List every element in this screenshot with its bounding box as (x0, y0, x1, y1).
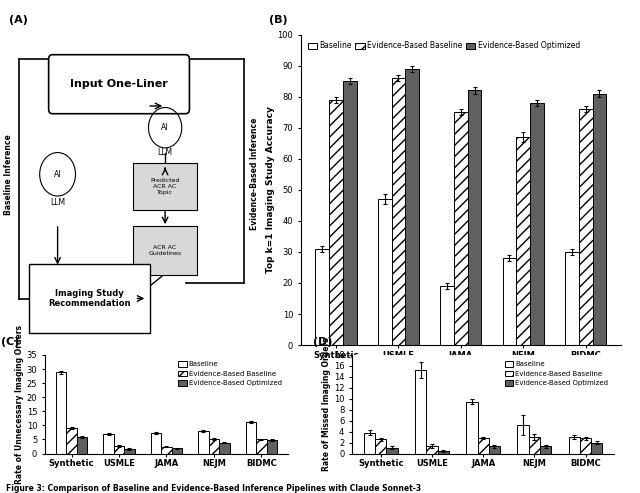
Bar (256, 439, 266, 454)
Text: Imaging Study
Recommendation: Imaging Study Recommendation (49, 289, 131, 308)
Text: ACR AC
Guidelines: ACR AC Guidelines (148, 245, 182, 256)
Bar (343, 81, 356, 345)
Bar (151, 433, 161, 454)
Legend: Baseline, Evidence-Based Baseline, Evidence-Based Optimized: Baseline, Evidence-Based Baseline, Evide… (175, 358, 285, 389)
Text: Evidence-Based Inference: Evidence-Based Inference (250, 118, 259, 230)
Y-axis label: Rate of Unnecessary Imaging Orders: Rate of Unnecessary Imaging Orders (15, 325, 24, 484)
Bar (246, 422, 256, 454)
Text: LLM: LLM (50, 198, 65, 207)
Bar (103, 434, 114, 454)
Bar (124, 449, 134, 454)
Text: Input One-Liner: Input One-Liner (70, 79, 168, 89)
Bar (540, 447, 551, 454)
Bar (516, 137, 530, 345)
Bar (172, 449, 182, 454)
Bar (209, 439, 219, 454)
Bar (467, 401, 477, 454)
Legend: Baseline, Evidence-Based Baseline, Evidence-Based Optimized: Baseline, Evidence-Based Baseline, Evide… (502, 358, 611, 389)
Text: (D): (D) (312, 337, 332, 347)
Bar (405, 69, 419, 345)
Bar (329, 100, 343, 345)
FancyBboxPatch shape (133, 225, 197, 275)
Bar (364, 433, 375, 454)
Text: (A): (A) (9, 15, 28, 25)
Legend: Baseline, Evidence-Based Baseline, Evidence-Based Optimized: Baseline, Evidence-Based Baseline, Evide… (305, 38, 583, 53)
Text: Figure 3: Comparison of Baseline and Evidence-Based Inference Pipelines with Cla: Figure 3: Comparison of Baseline and Evi… (6, 484, 422, 493)
Y-axis label: Rate of Missed Imaging Orders: Rate of Missed Imaging Orders (322, 337, 331, 471)
Bar (219, 443, 230, 454)
Bar (502, 258, 516, 345)
FancyBboxPatch shape (49, 55, 189, 114)
Bar (591, 443, 602, 454)
Bar (579, 109, 593, 345)
Bar (438, 452, 449, 454)
Bar (316, 249, 329, 345)
Bar (426, 446, 438, 454)
Bar (468, 90, 481, 345)
Bar (56, 372, 67, 454)
Bar (114, 446, 124, 454)
Bar (454, 112, 468, 345)
Text: AI: AI (54, 170, 61, 179)
Bar (569, 437, 580, 454)
Bar (67, 428, 77, 454)
Bar (198, 431, 209, 454)
Bar (387, 448, 397, 454)
FancyBboxPatch shape (133, 163, 197, 210)
Bar (593, 94, 606, 345)
Bar (565, 252, 579, 345)
Text: Baseline Inference: Baseline Inference (4, 134, 13, 214)
Bar (161, 447, 172, 454)
Bar (378, 199, 392, 345)
Y-axis label: Top k=1 Imaging Study Accuracy: Top k=1 Imaging Study Accuracy (266, 106, 275, 273)
Bar (530, 103, 544, 345)
Bar (518, 425, 529, 454)
Bar (477, 438, 489, 454)
Bar (375, 439, 387, 454)
Text: LLM: LLM (157, 148, 173, 157)
Bar (266, 440, 277, 454)
Bar (77, 437, 87, 454)
Bar (415, 370, 426, 454)
Bar (489, 447, 500, 454)
Text: AI: AI (161, 123, 169, 132)
Bar (580, 438, 591, 454)
Bar (440, 286, 454, 345)
Text: (B): (B) (269, 15, 287, 25)
Bar (529, 437, 540, 454)
Text: (C): (C) (1, 337, 19, 347)
Text: Predicted
ACR AC
Topic: Predicted ACR AC Topic (150, 178, 180, 195)
Bar (392, 78, 405, 345)
FancyBboxPatch shape (29, 264, 150, 333)
